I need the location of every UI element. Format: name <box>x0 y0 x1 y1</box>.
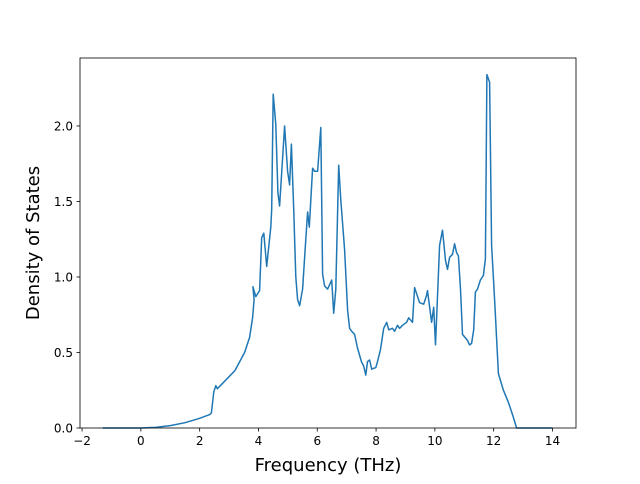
y-tick-label: 1.5 <box>54 195 73 209</box>
x-tick-label: 2 <box>196 434 204 448</box>
y-tick-label: 2.0 <box>54 119 73 133</box>
x-tick-label: 10 <box>427 434 442 448</box>
x-axis-label: Frequency (THz) <box>255 455 402 476</box>
y-axis-label: Density of States <box>23 166 44 320</box>
x-tick-label: 14 <box>545 434 560 448</box>
y-axis-ticks: 0.0 0.5 1.0 1.5 2.0 <box>54 119 80 436</box>
x-tick-label: 6 <box>313 434 321 448</box>
x-tick-label: 12 <box>486 434 501 448</box>
y-tick-label: 0.5 <box>54 346 73 360</box>
y-tick-label: 1.0 <box>54 270 73 284</box>
dos-series-line <box>102 73 553 429</box>
x-tick-label: 0 <box>137 434 145 448</box>
x-tick-label: 8 <box>372 434 380 448</box>
x-axis-ticks: −2 0 2 4 6 8 10 12 14 <box>73 428 560 448</box>
x-tick-label: 4 <box>255 434 263 448</box>
plot-frame <box>79 57 577 429</box>
x-tick-label: −2 <box>73 434 91 448</box>
y-tick-label: 0.0 <box>54 422 73 436</box>
